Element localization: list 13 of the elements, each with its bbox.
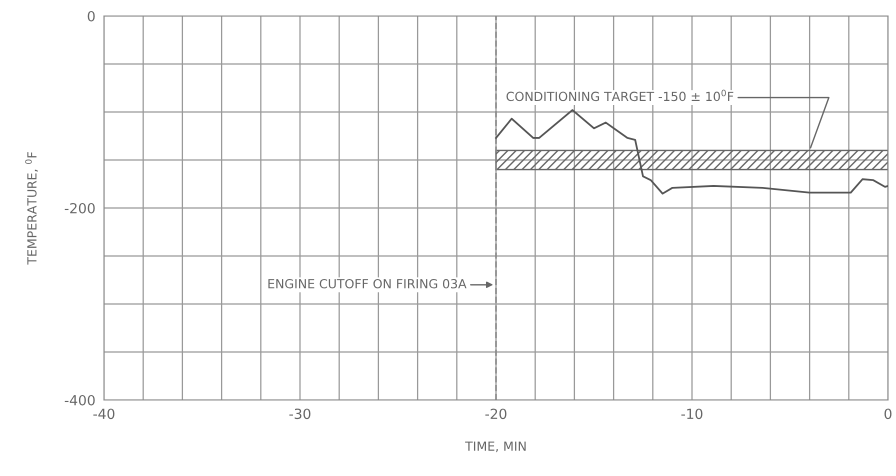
y-tick-label: -400: [64, 394, 95, 406]
y-tick-label: 0: [88, 10, 95, 22]
x-tick-label: -30: [289, 408, 310, 420]
line-series: [495, 109, 888, 195]
ref-line-label: ENGINE CUTOFF ON FIRING 03A: [268, 278, 466, 288]
y-tick-label: -200: [64, 202, 95, 214]
x-tick-label: -40: [93, 408, 114, 420]
band-label: CONDITIONING TARGET -150 ± 10$^{0}$F: [506, 90, 734, 102]
x-tick-label: 0: [884, 408, 892, 420]
x-tick-label: -20: [485, 408, 506, 420]
y-axis-title: TEMPERATURE, $^{0}$F: [25, 152, 38, 265]
x-axis-title: TIME, MIN: [465, 442, 526, 452]
x-tick-label: -10: [681, 408, 702, 420]
